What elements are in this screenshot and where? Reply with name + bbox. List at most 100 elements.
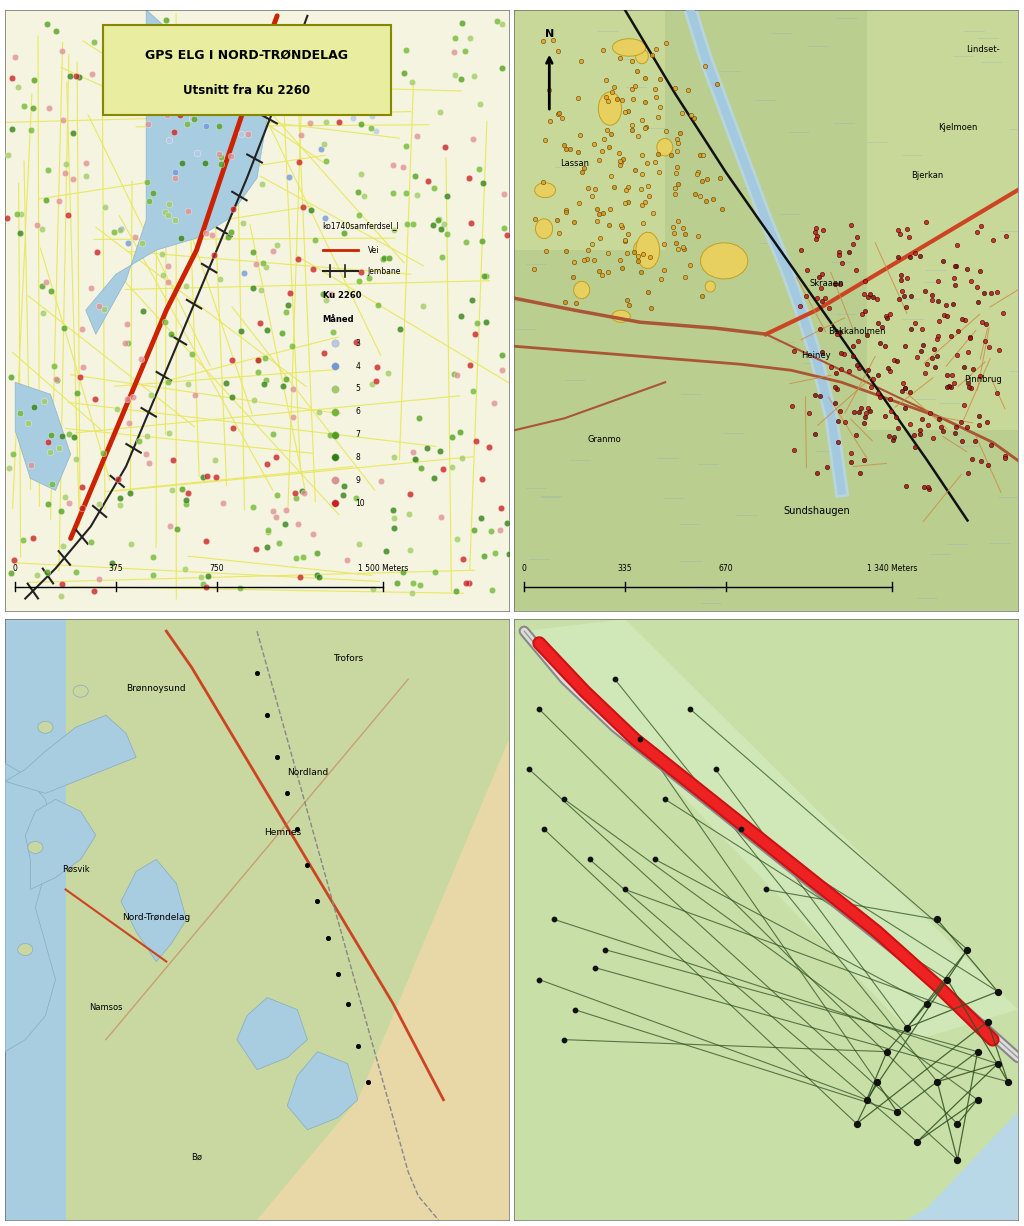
Point [317, 113, 334, 132]
Point [893, 270, 909, 289]
Point [337, 76, 353, 96]
Point [282, 283, 298, 303]
Point [158, 27, 174, 47]
Point [947, 276, 964, 295]
Point [223, 222, 240, 242]
Point [635, 213, 651, 233]
Point [680, 80, 696, 99]
Point [979, 1011, 995, 1031]
Point [420, 172, 436, 191]
Point [125, 85, 141, 104]
Point [351, 205, 368, 224]
Point [911, 246, 928, 266]
Point [955, 396, 972, 416]
Point [201, 566, 217, 586]
Point [54, 574, 71, 593]
Point [971, 407, 987, 427]
Point [587, 180, 603, 200]
Point [785, 341, 802, 360]
Point [837, 345, 853, 364]
Point [164, 481, 180, 500]
Point [212, 50, 228, 70]
Point [943, 378, 959, 397]
Point [572, 126, 589, 146]
Point [861, 283, 878, 303]
Point [689, 164, 706, 184]
Point [78, 166, 94, 185]
Point [245, 278, 261, 298]
Point [841, 243, 857, 262]
Text: Lindset-: Lindset- [966, 45, 999, 54]
Point [944, 365, 961, 385]
Point [436, 137, 453, 157]
Point [455, 447, 471, 467]
Point [290, 515, 306, 535]
Point [327, 333, 343, 353]
Point [816, 288, 833, 308]
Point [157, 313, 173, 332]
Point [368, 371, 384, 391]
Point [197, 65, 213, 85]
Point [634, 164, 650, 184]
Point [285, 380, 301, 400]
Point [359, 1072, 376, 1091]
Point [891, 289, 907, 309]
Point [586, 250, 602, 270]
Point [848, 425, 864, 445]
Point [494, 345, 510, 364]
Point [906, 243, 923, 262]
Point [807, 385, 823, 405]
Point [353, 262, 370, 282]
Point [160, 206, 176, 226]
Point [476, 266, 493, 286]
Point [261, 60, 278, 80]
Point [853, 398, 869, 418]
Point [682, 699, 698, 718]
Text: 0: 0 [521, 564, 526, 574]
Point [217, 373, 233, 392]
Point [813, 292, 829, 311]
Point [444, 427, 461, 446]
Point [177, 559, 194, 579]
Point [870, 383, 887, 402]
Point [648, 39, 665, 59]
Point [949, 1150, 966, 1170]
Point [236, 264, 252, 283]
Point [919, 994, 935, 1014]
Point [783, 396, 800, 416]
Point [162, 516, 178, 536]
Point [862, 376, 879, 396]
Point [852, 463, 868, 483]
Text: 10: 10 [355, 499, 365, 508]
Point [985, 230, 1001, 250]
Point [657, 33, 674, 53]
Point [173, 153, 189, 173]
Point [323, 284, 339, 304]
Point [706, 190, 722, 210]
Point [630, 246, 646, 266]
Point [598, 71, 614, 91]
Point [183, 63, 200, 82]
Point [159, 104, 175, 124]
Point [163, 324, 179, 343]
Point [257, 348, 273, 368]
Point [482, 521, 499, 541]
Point [54, 110, 71, 130]
Point [406, 574, 422, 593]
Point [113, 219, 129, 239]
Point [430, 208, 446, 228]
Point [616, 192, 633, 212]
Point [902, 248, 919, 267]
Point [248, 254, 264, 273]
Point [676, 239, 692, 259]
Point [997, 227, 1014, 246]
Point [897, 378, 913, 397]
Point [573, 162, 590, 181]
Point [465, 129, 481, 148]
Point [912, 341, 929, 360]
Point [949, 235, 966, 255]
Point [2, 564, 18, 584]
Point [883, 362, 899, 381]
Point [415, 295, 431, 315]
Point [962, 327, 978, 347]
